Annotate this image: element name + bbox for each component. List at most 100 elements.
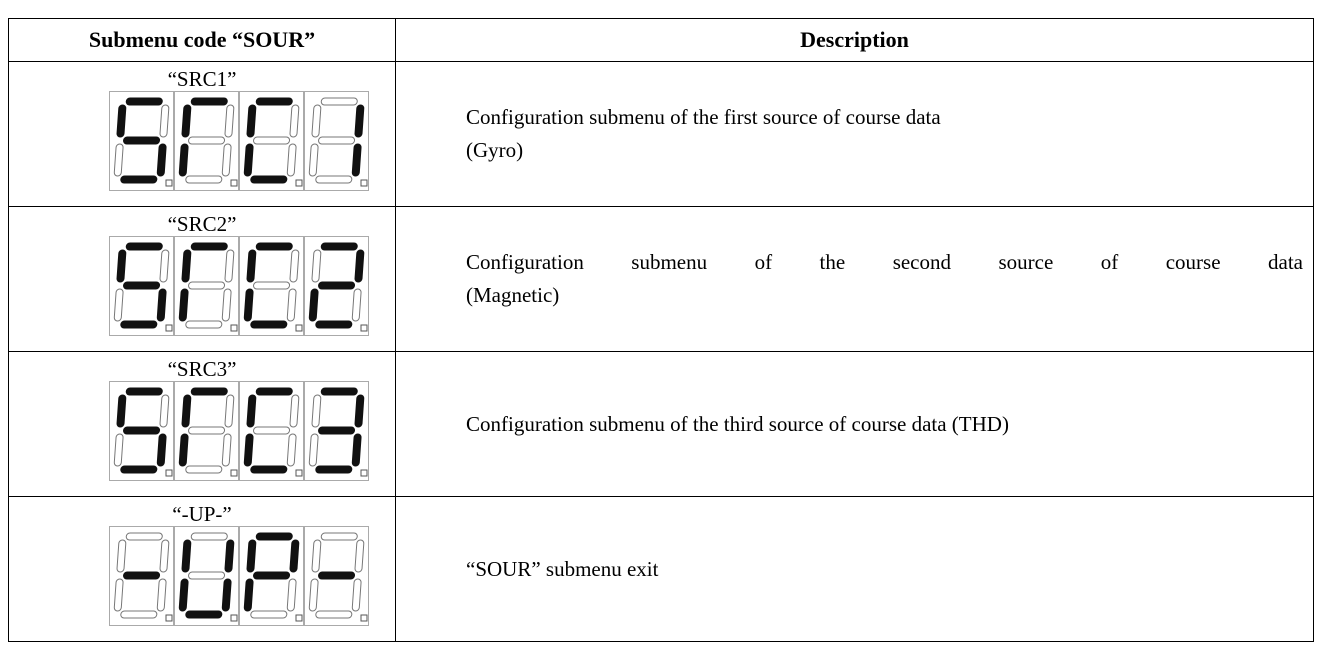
segment bbox=[185, 175, 223, 184]
decimal-point bbox=[360, 614, 368, 622]
decimal-point bbox=[295, 179, 303, 187]
decimal-point bbox=[165, 469, 173, 477]
decimal-point bbox=[295, 324, 303, 332]
segment bbox=[188, 426, 226, 435]
segments bbox=[113, 242, 170, 329]
segment bbox=[320, 387, 358, 396]
segment bbox=[286, 578, 297, 612]
description-line: “SOUR” submenu exit bbox=[466, 556, 659, 581]
segment bbox=[116, 394, 127, 428]
segment bbox=[188, 281, 226, 290]
digit-frame bbox=[239, 236, 304, 336]
segments bbox=[243, 242, 300, 329]
segment bbox=[185, 320, 223, 329]
digit bbox=[239, 236, 304, 336]
segment bbox=[286, 433, 297, 467]
description-line: (Magnetic) bbox=[466, 283, 560, 307]
digit bbox=[174, 381, 239, 481]
segment bbox=[178, 143, 189, 177]
digit-frame bbox=[174, 91, 239, 191]
segment bbox=[255, 532, 293, 541]
segment bbox=[315, 610, 353, 619]
segments bbox=[308, 242, 365, 329]
description-cell: Configuration submenu of the second sour… bbox=[395, 206, 1314, 352]
segment bbox=[308, 433, 319, 467]
segments bbox=[113, 387, 170, 474]
code-cell: “SRC2” bbox=[8, 206, 396, 352]
segment bbox=[190, 97, 228, 106]
segment bbox=[224, 539, 235, 573]
digit bbox=[109, 381, 174, 481]
decimal-point bbox=[230, 469, 238, 477]
description-cell: Configuration submenu of the first sourc… bbox=[395, 61, 1314, 207]
segment bbox=[253, 281, 291, 290]
segment bbox=[246, 394, 257, 428]
decimal-point bbox=[295, 614, 303, 622]
code-label: “SRC1” bbox=[167, 67, 237, 91]
segment bbox=[190, 242, 228, 251]
row: “SRC2” Configuration submenu of the seco… bbox=[8, 206, 1314, 352]
segment bbox=[289, 394, 300, 428]
segment bbox=[315, 465, 353, 474]
segment bbox=[351, 143, 362, 177]
code-cell: “SRC3” bbox=[8, 351, 396, 497]
seven-segment-display bbox=[109, 91, 395, 191]
segment bbox=[113, 288, 124, 322]
description-cell: Configuration submenu of the third sourc… bbox=[395, 351, 1314, 497]
segment bbox=[250, 175, 288, 184]
segments bbox=[243, 97, 300, 184]
segment bbox=[123, 281, 161, 290]
decimal-point bbox=[360, 324, 368, 332]
segment bbox=[116, 104, 127, 138]
segment bbox=[246, 104, 257, 138]
segment bbox=[246, 249, 257, 283]
segment bbox=[188, 571, 226, 580]
digit-frame bbox=[109, 91, 174, 191]
digit bbox=[109, 91, 174, 191]
segment bbox=[286, 288, 297, 322]
digit bbox=[304, 91, 369, 191]
digit bbox=[239, 91, 304, 191]
decimal-point bbox=[230, 179, 238, 187]
segment bbox=[308, 578, 319, 612]
header-cell: Submenu code “SOUR” bbox=[8, 18, 396, 62]
segment bbox=[318, 571, 356, 580]
segment bbox=[123, 571, 161, 580]
segments bbox=[243, 532, 300, 619]
digit-frame bbox=[174, 381, 239, 481]
digit bbox=[304, 526, 369, 626]
segment bbox=[250, 320, 288, 329]
segments bbox=[113, 97, 170, 184]
segment bbox=[123, 136, 161, 145]
decimal-point bbox=[295, 469, 303, 477]
seven-segment-display bbox=[109, 381, 395, 481]
digit-frame bbox=[304, 236, 369, 336]
segments bbox=[113, 532, 170, 619]
segment bbox=[120, 320, 158, 329]
segment bbox=[156, 433, 167, 467]
segment bbox=[181, 104, 192, 138]
segments bbox=[243, 387, 300, 474]
segment bbox=[190, 532, 228, 541]
segment bbox=[113, 433, 124, 467]
segment bbox=[351, 288, 362, 322]
decimal-point bbox=[230, 324, 238, 332]
code-cell: “SRC1” bbox=[8, 61, 396, 207]
segment bbox=[308, 143, 319, 177]
segments bbox=[308, 387, 365, 474]
description-line: Configuration submenu of the first sourc… bbox=[466, 105, 941, 129]
digit bbox=[239, 381, 304, 481]
segment bbox=[250, 465, 288, 474]
segment bbox=[253, 426, 291, 435]
segment bbox=[354, 249, 365, 283]
digit-frame bbox=[304, 381, 369, 481]
description-line: (Gyro) bbox=[466, 138, 524, 162]
segment bbox=[289, 539, 300, 573]
segment bbox=[289, 249, 300, 283]
segment bbox=[120, 175, 158, 184]
segment bbox=[120, 610, 158, 619]
segments bbox=[178, 242, 235, 329]
segment bbox=[315, 175, 353, 184]
segment bbox=[253, 136, 291, 145]
